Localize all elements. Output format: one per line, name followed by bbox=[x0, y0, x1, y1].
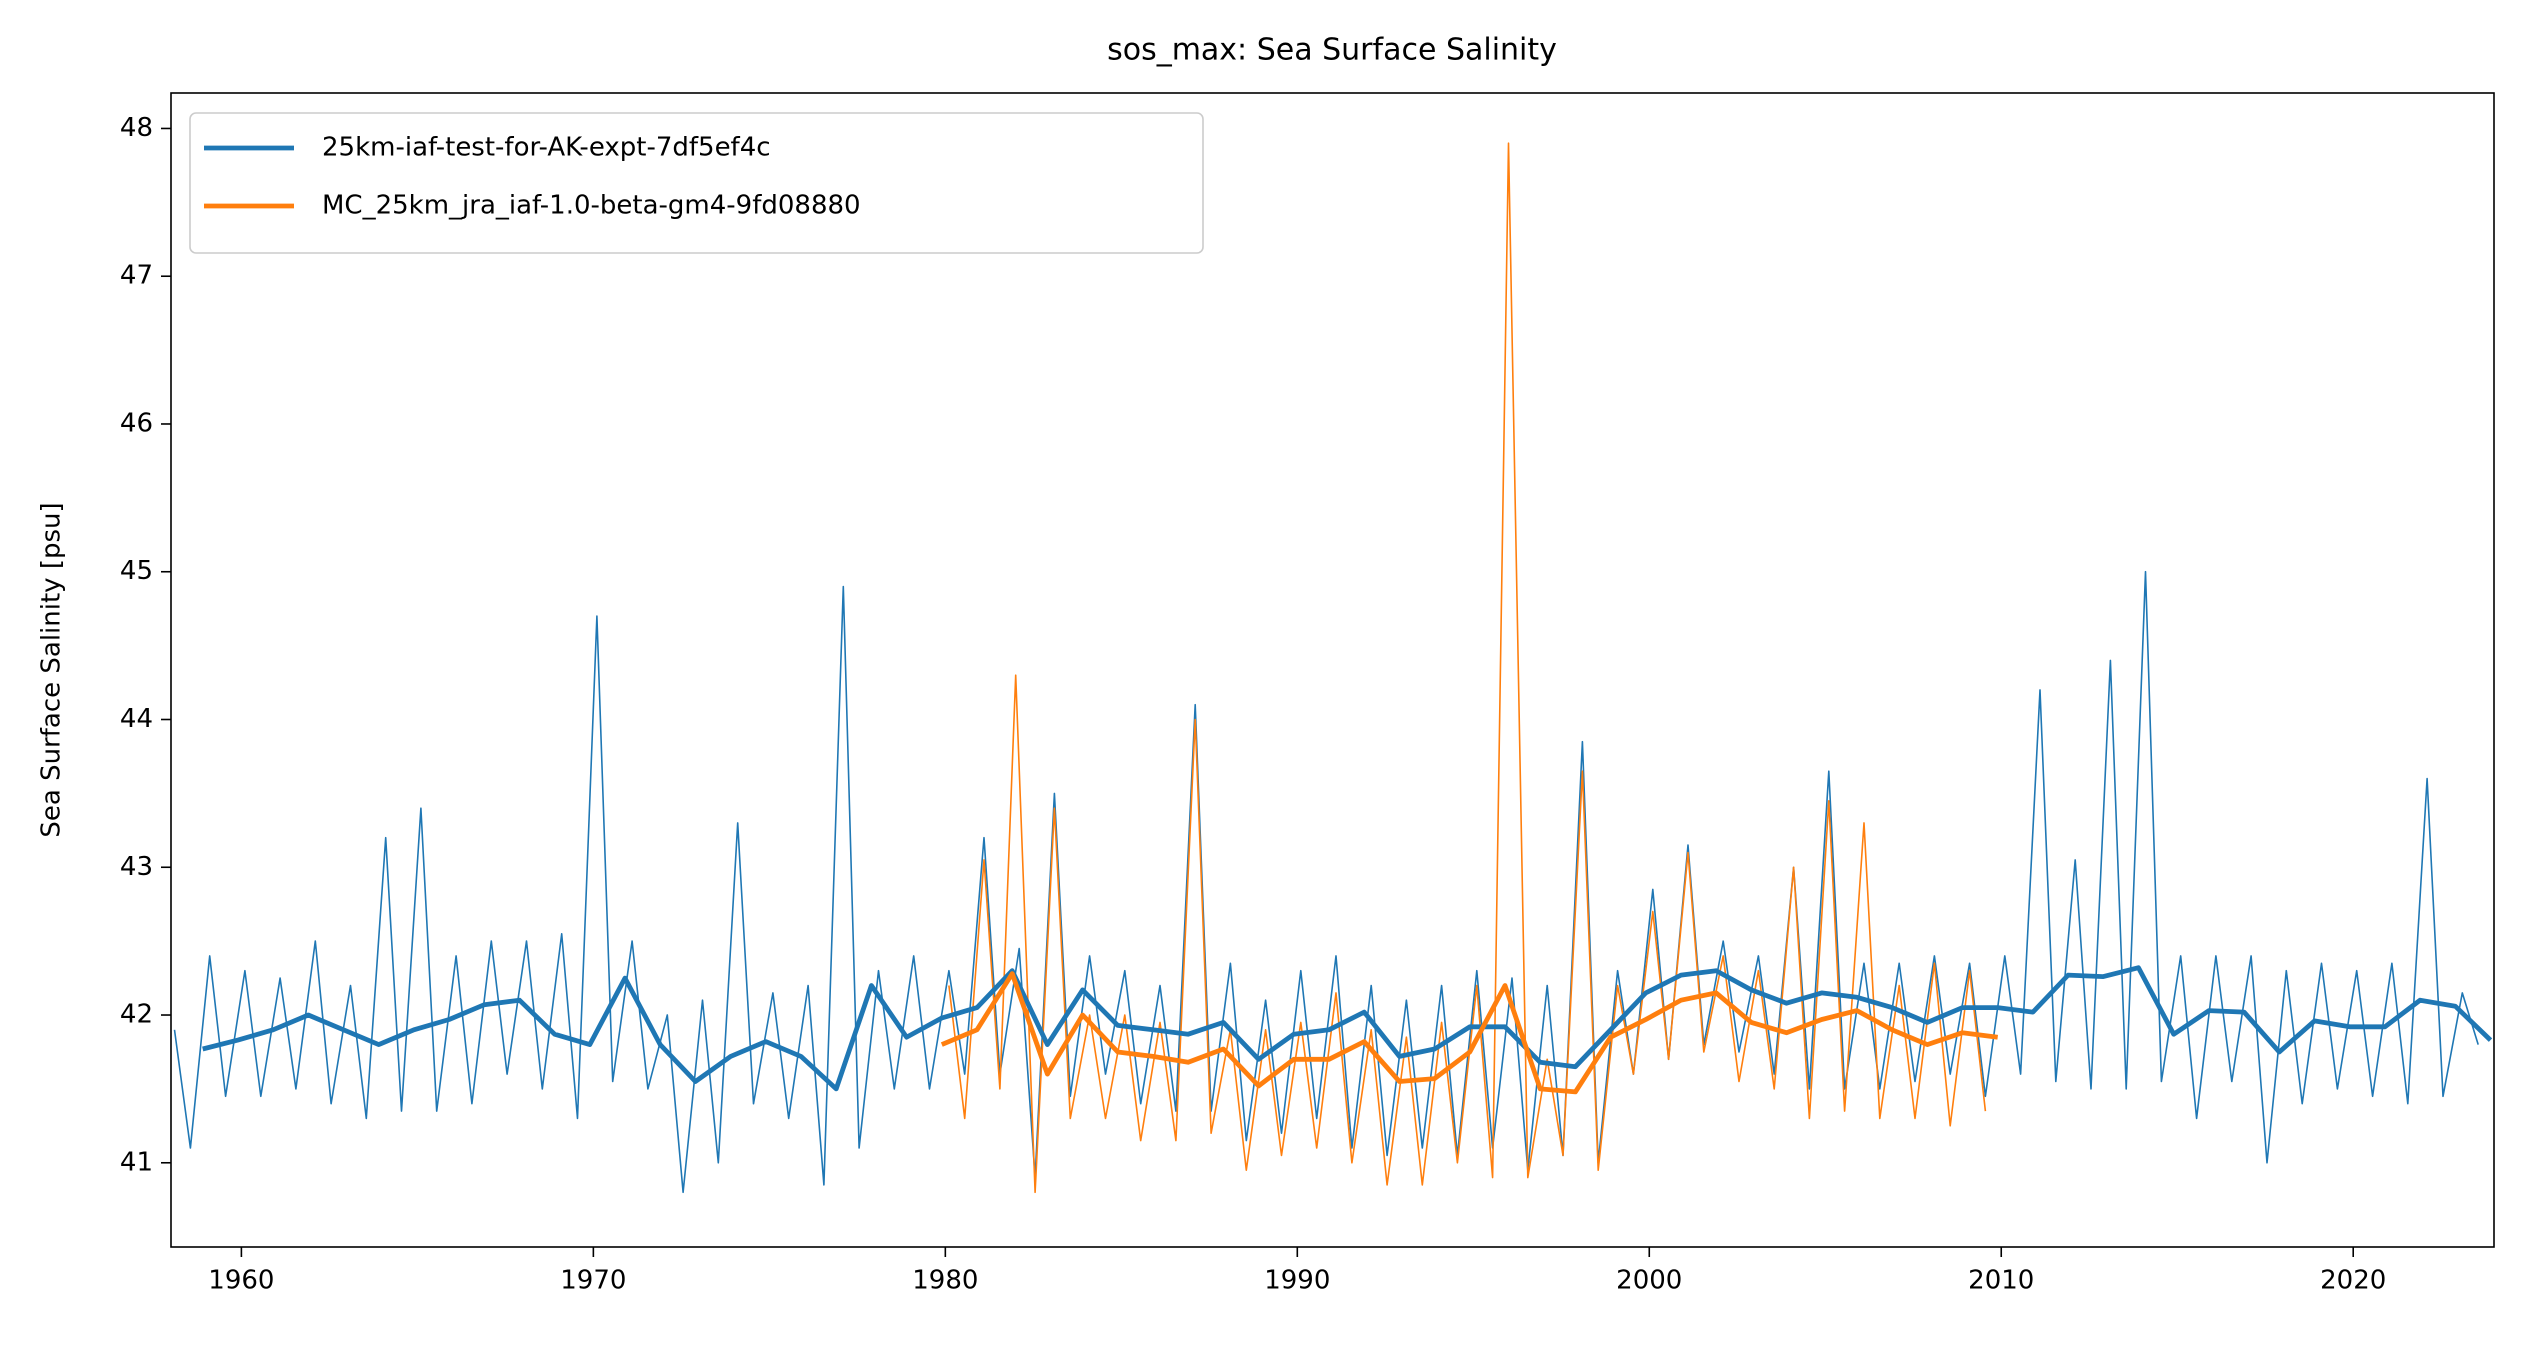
legend-label: MC_25km_jra_iaf-1.0-beta-gm4-9fd08880 bbox=[322, 191, 861, 221]
y-tick-label: 48 bbox=[120, 113, 153, 143]
monthly-line bbox=[948, 142, 1987, 1194]
y-tick-label: 43 bbox=[120, 852, 153, 882]
x-tick-label: 2010 bbox=[1968, 1266, 2034, 1296]
x-tick-label: 1970 bbox=[560, 1266, 626, 1296]
y-tick-label: 45 bbox=[120, 556, 153, 586]
chart-title: sos_max: Sea Surface Salinity bbox=[1107, 33, 1557, 68]
y-tick-label: 47 bbox=[120, 261, 153, 291]
y-axis-label: Sea Surface Salinity [psu] bbox=[37, 502, 67, 837]
annual-line bbox=[940, 971, 1999, 1095]
x-tick-label: 1960 bbox=[208, 1266, 274, 1296]
y-tick-label: 44 bbox=[120, 704, 153, 734]
monthly-line bbox=[173, 570, 2479, 1194]
y-tick-label: 42 bbox=[120, 1000, 153, 1030]
legend-box bbox=[189, 112, 1204, 254]
x-tick-label: 1990 bbox=[1264, 1266, 1330, 1296]
x-tick-label: 1980 bbox=[912, 1266, 978, 1296]
x-tick-label: 2000 bbox=[1616, 1266, 1682, 1296]
x-tick-label: 2020 bbox=[2320, 1266, 2386, 1296]
y-tick-label: 41 bbox=[120, 1147, 153, 1177]
annual-line bbox=[202, 965, 2493, 1092]
y-tick-label: 46 bbox=[120, 408, 153, 438]
plot-frame bbox=[170, 92, 2495, 1248]
legend-label: 25km-iaf-test-for-AK-expt-7df5ef4c bbox=[322, 133, 771, 163]
